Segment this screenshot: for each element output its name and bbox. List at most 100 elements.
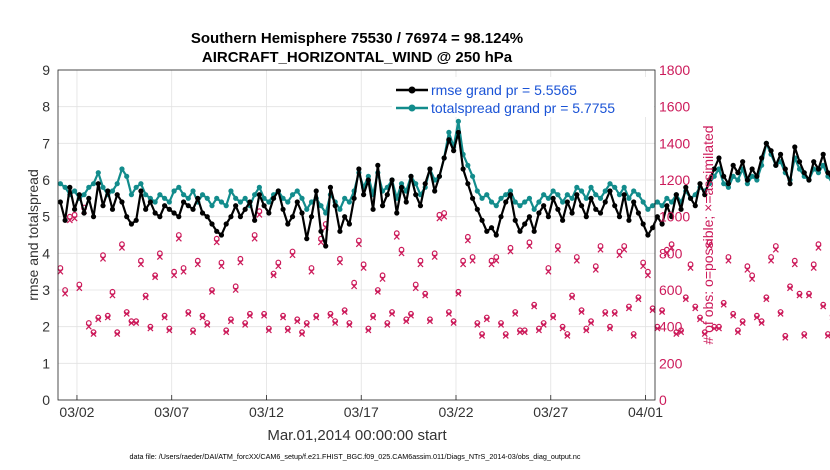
- series-point-totalspread: [365, 173, 371, 179]
- obs-possible-marker: [355, 237, 362, 244]
- obs-assimilated-stroke: [190, 329, 197, 336]
- series-point-rmse: [270, 195, 277, 201]
- obs-possible-marker: [768, 254, 774, 260]
- series-point-totalspread: [455, 118, 461, 124]
- obs-assimilated-stroke: [256, 211, 263, 218]
- series-point-rmse: [531, 228, 537, 234]
- obs-assimilated-stroke: [379, 275, 386, 283]
- obs-assimilated-stroke: [668, 244, 675, 251]
- series-point-rmse: [128, 221, 135, 227]
- obs-possible-marker: [644, 268, 651, 275]
- series-point-rmse: [469, 195, 476, 201]
- obs-assimilated-stroke: [280, 314, 287, 321]
- obs-assimilated-stroke: [630, 332, 637, 339]
- obs-assimilated-marker: [564, 332, 571, 339]
- obs-possible-marker: [218, 259, 225, 266]
- series-point-rmse: [417, 203, 424, 209]
- series-point-rmse: [536, 210, 542, 216]
- obs-assimilated-marker: [521, 329, 528, 336]
- obs-assimilated-stroke: [535, 327, 542, 334]
- obs-assimilated-stroke: [251, 235, 258, 242]
- obs-possible-marker: [76, 281, 83, 288]
- obs-assimilated-marker: [464, 237, 471, 244]
- series-point-rmse: [564, 199, 570, 205]
- series-point-rmse: [308, 214, 315, 220]
- obs-assimilated-marker: [294, 318, 301, 325]
- obs-assimilated-stroke: [403, 318, 410, 325]
- obs-assimilated-stroke: [156, 253, 163, 261]
- obs-assimilated-marker: [284, 327, 291, 334]
- obs-assimilated-marker: [588, 319, 595, 327]
- obs-assimilated-stroke: [715, 325, 722, 332]
- obs-assimilated-marker: [654, 325, 661, 332]
- series-point-totalspread: [180, 192, 187, 198]
- obs-assimilated-marker: [223, 329, 230, 336]
- series-point-totalspread: [162, 195, 168, 201]
- obs-assimilated-stroke: [313, 314, 320, 321]
- obs-assimilated-stroke: [303, 321, 310, 328]
- obs-assimilated-marker: [270, 272, 277, 279]
- series-point-rmse: [138, 188, 144, 194]
- series-point-rmse: [664, 203, 670, 209]
- series-point-rmse: [588, 195, 594, 201]
- obs-assimilated-marker: [365, 327, 372, 334]
- obs-assimilated-marker: [611, 310, 618, 317]
- series-point-totalspread: [413, 181, 419, 187]
- obs-assimilated-stroke: [810, 264, 817, 272]
- obs-assimilated-stroke: [801, 332, 808, 339]
- obs-assimilated-marker: [227, 318, 234, 325]
- series-point-rmse: [323, 243, 329, 249]
- obs-assimilated-marker: [104, 314, 111, 321]
- obs-assimilated-stroke: [384, 321, 391, 328]
- obs-assimilated-stroke: [573, 257, 580, 264]
- obs-assimilated-stroke: [768, 257, 775, 264]
- series-point-totalspread: [484, 192, 490, 198]
- obs-possible-marker: [640, 259, 647, 266]
- obs-assimilated-marker: [99, 255, 107, 262]
- obs-assimilated-stroke: [654, 325, 661, 332]
- series-point-totalspread: [81, 192, 87, 198]
- obs-assimilated-stroke: [370, 314, 377, 321]
- x-tick-label: 03/12: [249, 404, 284, 420]
- series-point-totalspread: [299, 195, 305, 201]
- obs-assimilated-stroke: [597, 246, 604, 253]
- obs-assimilated-stroke: [521, 329, 528, 336]
- obs-possible-marker: [393, 230, 400, 237]
- series-point-rmse: [569, 210, 575, 216]
- obs-assimilated-stroke: [142, 294, 149, 301]
- series-point-totalspread: [550, 188, 556, 194]
- series-point-rmse: [560, 217, 566, 223]
- obs-assimilated-stroke: [464, 237, 471, 244]
- obs-possible-marker: [351, 279, 358, 286]
- series-point-rmse: [86, 195, 92, 201]
- obs-assimilated-marker: [516, 329, 523, 336]
- series-point-rmse: [498, 214, 504, 220]
- obs-assimilated-stroke: [412, 285, 419, 292]
- y-right-tick-label: 600: [659, 282, 683, 298]
- obs-assimilated-stroke: [744, 266, 751, 273]
- obs-possible-marker: [62, 287, 69, 293]
- obs-assimilated-marker: [474, 321, 481, 328]
- obs-assimilated-marker: [95, 316, 102, 323]
- series-point-totalspread: [754, 177, 760, 183]
- obs-assimilated-marker: [171, 272, 178, 279]
- obs-possible-marker: [251, 232, 258, 238]
- series-point-rmse: [460, 166, 466, 172]
- series-point-totalspread: [252, 192, 258, 198]
- series-point-totalspread: [242, 195, 248, 201]
- chart-title: Southern Hemisphere 75530 / 76974 = 98.1…: [191, 30, 523, 47]
- obs-assimilated-marker: [701, 330, 708, 338]
- series-point-rmse: [545, 214, 551, 220]
- series-point-totalspread: [337, 206, 343, 212]
- series-point-totalspread: [237, 199, 244, 205]
- series-point-rmse: [337, 228, 343, 234]
- series-point-rmse: [294, 199, 300, 205]
- series-point-totalspread: [124, 173, 130, 179]
- series-point-rmse: [787, 181, 793, 187]
- obs-assimilated-marker: [512, 310, 519, 317]
- y-left-tick-label: 6: [42, 172, 50, 188]
- series-point-totalspread: [555, 192, 561, 198]
- obs-assimilated-stroke: [422, 292, 429, 299]
- obs-assimilated-stroke: [663, 250, 670, 257]
- series-point-totalspread: [820, 162, 826, 168]
